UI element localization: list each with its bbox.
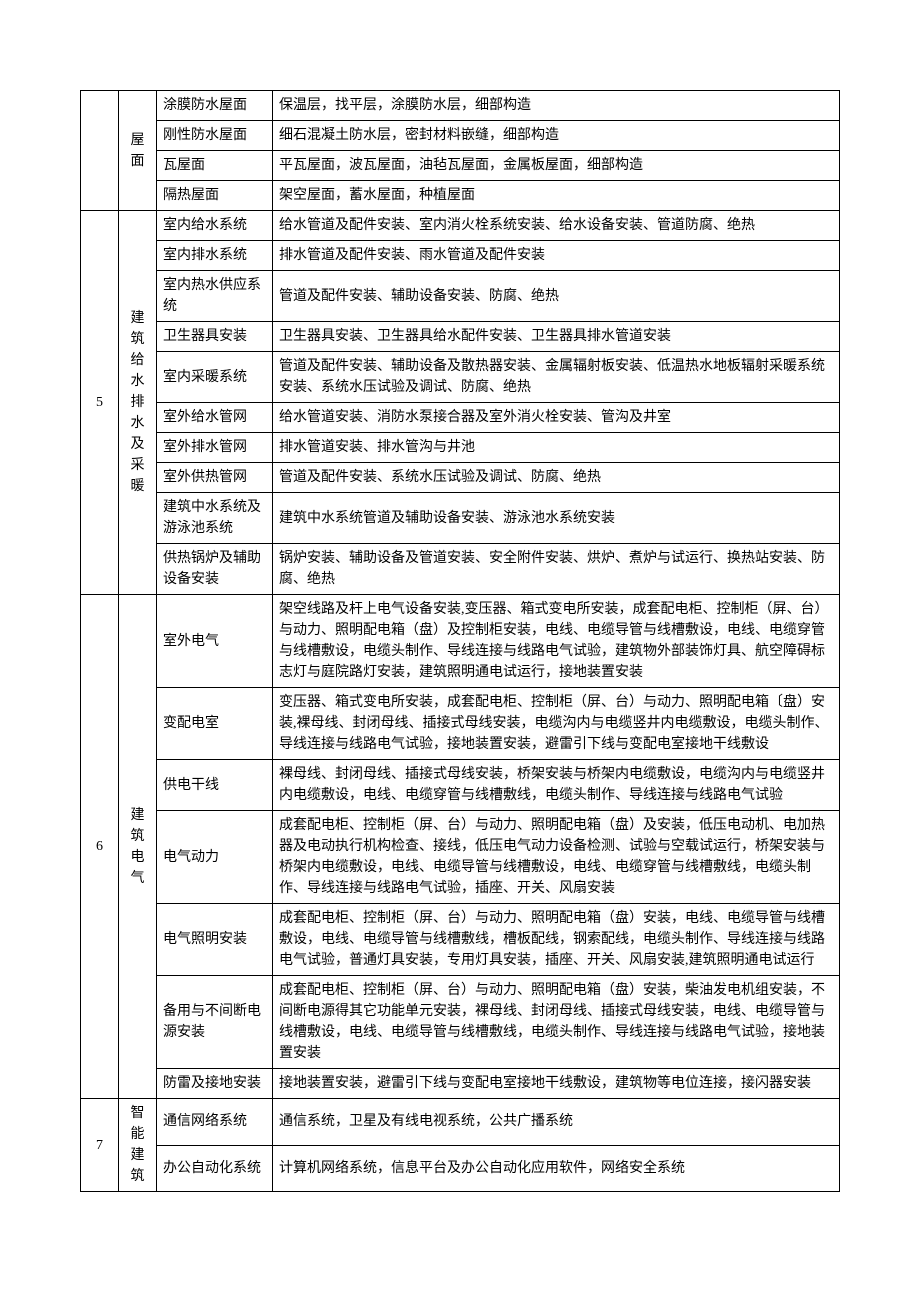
description-cell: 架空线路及杆上电气设备安装,变压器、箱式变电所安装，成套配电柜、控制柜（屏、台）… [273, 595, 840, 688]
description-cell: 管道及配件安装、辅助设备安装、防腐、绝热 [273, 271, 840, 322]
subcategory-cell: 室内热水供应系统 [157, 271, 273, 322]
table-row: 供电干线裸母线、封闭母线、插接式母线安装，桥架安装与桥架内电缆敷设，电缆沟内与电… [81, 760, 840, 811]
table-row: 备用与不间断电源安装成套配电柜、控制柜（屏、台）与动力、照明配电箱（盘）安装，柴… [81, 976, 840, 1069]
subcategory-cell: 瓦屋面 [157, 151, 273, 181]
description-cell: 接地装置安装，避雷引下线与变配电室接地干线敷设，建筑物等电位连接，接闪器安装 [273, 1069, 840, 1099]
table-row: 变配电室变压器、箱式变电所安装，成套配电柜、控制柜（屏、台）与动力、照明配电箱〔… [81, 688, 840, 760]
table-row: 防雷及接地安装接地装置安装，避雷引下线与变配电室接地干线敷设，建筑物等电位连接，… [81, 1069, 840, 1099]
table-row: 电气动力成套配电柜、控制柜（屏、台）与动力、照明配电箱（盘）及安装，低压电动机、… [81, 811, 840, 904]
subcategory-cell: 室外排水管网 [157, 433, 273, 463]
description-cell: 成套配电柜、控制柜（屏、台）与动力、照明配电箱（盘）安装，柴油发电机组安装，不间… [273, 976, 840, 1069]
subcategory-cell: 室外给水管网 [157, 403, 273, 433]
table-row: 室内排水系统排水管道及配件安装、雨水管道及配件安装 [81, 241, 840, 271]
subcategory-cell: 涂膜防水屋面 [157, 91, 273, 121]
description-cell: 成套配电柜、控制柜（屏、台）与动力、照明配电箱（盘）安装，电线、电缆导管与线槽敷… [273, 904, 840, 976]
subcategory-cell: 防雷及接地安装 [157, 1069, 273, 1099]
table-row: 6建筑电气室外电气架空线路及杆上电气设备安装,变压器、箱式变电所安装，成套配电柜… [81, 595, 840, 688]
subcategory-cell: 建筑中水系统及游泳池系统 [157, 493, 273, 544]
table-row: 屋面涂膜防水屋面保温层，找平层，涂膜防水层，细部构造 [81, 91, 840, 121]
description-cell: 保温层，找平层，涂膜防水层，细部构造 [273, 91, 840, 121]
subcategory-cell: 室内排水系统 [157, 241, 273, 271]
subcategory-cell: 室外电气 [157, 595, 273, 688]
subcategory-cell: 供热锅炉及辅助设备安装 [157, 544, 273, 595]
description-cell: 排水管道安装、排水管沟与井池 [273, 433, 840, 463]
table-row: 卫生器具安装卫生器具安装、卫生器具给水配件安装、卫生器具排水管道安装 [81, 322, 840, 352]
description-cell: 给水管道及配件安装、室内消火栓系统安装、给水设备安装、管道防腐、绝热 [273, 211, 840, 241]
subcategory-cell: 卫生器具安装 [157, 322, 273, 352]
description-cell: 通信系统，卫星及有线电视系统，公共广播系统 [273, 1099, 840, 1146]
description-cell: 给水管道安装、消防水泵接合器及室外消火栓安装、管沟及井室 [273, 403, 840, 433]
subcategory-cell: 电气照明安装 [157, 904, 273, 976]
subcategory-cell: 办公自动化系统 [157, 1145, 273, 1192]
subcategory-cell: 备用与不间断电源安装 [157, 976, 273, 1069]
subcategory-cell: 供电干线 [157, 760, 273, 811]
description-cell: 建筑中水系统管道及辅助设备安装、游泳池水系统安装 [273, 493, 840, 544]
subcategory-cell: 室内采暖系统 [157, 352, 273, 403]
subcategory-cell: 通信网络系统 [157, 1099, 273, 1146]
table-row: 室内热水供应系统管道及配件安装、辅助设备安装、防腐、绝热 [81, 271, 840, 322]
subcategory-cell: 室内给水系统 [157, 211, 273, 241]
subcategory-cell: 隔热屋面 [157, 181, 273, 211]
description-cell: 管道及配件安装、辅助设备及散热器安装、金属辐射板安装、低温热水地板辐射采暖系统安… [273, 352, 840, 403]
table-row: 电气照明安装成套配电柜、控制柜（屏、台）与动力、照明配电箱（盘）安装，电线、电缆… [81, 904, 840, 976]
description-cell: 裸母线、封闭母线、插接式母线安装，桥架安装与桥架内电缆敷设，电缆沟内与电缆竖井内… [273, 760, 840, 811]
spec-table: 屋面涂膜防水屋面保温层，找平层，涂膜防水层，细部构造刚性防水屋面细石混凝土防水层… [80, 90, 840, 1192]
section-category: 屋面 [119, 91, 157, 211]
table-row: 办公自动化系统计算机网络系统，信息平台及办公自动化应用软件，网络安全系统 [81, 1145, 840, 1192]
subcategory-cell: 室外供热管网 [157, 463, 273, 493]
subcategory-cell: 刚性防水屋面 [157, 121, 273, 151]
table-row: 室外排水管网排水管道安装、排水管沟与井池 [81, 433, 840, 463]
description-cell: 架空屋面，蓄水屋面，种植屋面 [273, 181, 840, 211]
description-cell: 排水管道及配件安装、雨水管道及配件安装 [273, 241, 840, 271]
table-row: 刚性防水屋面细石混凝土防水层，密封材料嵌缝，细部构造 [81, 121, 840, 151]
table-row: 瓦屋面平瓦屋面，波瓦屋面，油毡瓦屋面，金属板屋面，细部构造 [81, 151, 840, 181]
table-row: 室外给水管网给水管道安装、消防水泵接合器及室外消火栓安装、管沟及井室 [81, 403, 840, 433]
subcategory-cell: 电气动力 [157, 811, 273, 904]
section-number: 6 [81, 595, 119, 1099]
section-number: 5 [81, 211, 119, 595]
subcategory-cell: 变配电室 [157, 688, 273, 760]
table-row: 建筑中水系统及游泳池系统建筑中水系统管道及辅助设备安装、游泳池水系统安装 [81, 493, 840, 544]
description-cell: 成套配电柜、控制柜（屏、台）与动力、照明配电箱（盘）及安装，低压电动机、电加热器… [273, 811, 840, 904]
table-row: 5建筑给水排水及采暖室内给水系统给水管道及配件安装、室内消火栓系统安装、给水设备… [81, 211, 840, 241]
description-cell: 锅炉安装、辅助设备及管道安装、安全附件安装、烘炉、煮炉与试运行、换热站安装、防腐… [273, 544, 840, 595]
table-row: 室外供热管网管道及配件安装、系统水压试验及调试、防腐、绝热 [81, 463, 840, 493]
section-category: 智能建筑 [119, 1099, 157, 1192]
section-number [81, 91, 119, 211]
description-cell: 管道及配件安装、系统水压试验及调试、防腐、绝热 [273, 463, 840, 493]
description-cell: 计算机网络系统，信息平台及办公自动化应用软件，网络安全系统 [273, 1145, 840, 1192]
section-number: 7 [81, 1099, 119, 1192]
table-row: 供热锅炉及辅助设备安装锅炉安装、辅助设备及管道安装、安全附件安装、烘炉、煮炉与试… [81, 544, 840, 595]
description-cell: 卫生器具安装、卫生器具给水配件安装、卫生器具排水管道安装 [273, 322, 840, 352]
section-category: 建筑电气 [119, 595, 157, 1099]
table-row: 7智能建筑通信网络系统通信系统，卫星及有线电视系统，公共广播系统 [81, 1099, 840, 1146]
description-cell: 平瓦屋面，波瓦屋面，油毡瓦屋面，金属板屋面，细部构造 [273, 151, 840, 181]
table-row: 室内采暖系统管道及配件安装、辅助设备及散热器安装、金属辐射板安装、低温热水地板辐… [81, 352, 840, 403]
table-row: 隔热屋面架空屋面，蓄水屋面，种植屋面 [81, 181, 840, 211]
description-cell: 变压器、箱式变电所安装，成套配电柜、控制柜（屏、台）与动力、照明配电箱〔盘）安装… [273, 688, 840, 760]
section-category: 建筑给水排水及采暖 [119, 211, 157, 595]
description-cell: 细石混凝土防水层，密封材料嵌缝，细部构造 [273, 121, 840, 151]
